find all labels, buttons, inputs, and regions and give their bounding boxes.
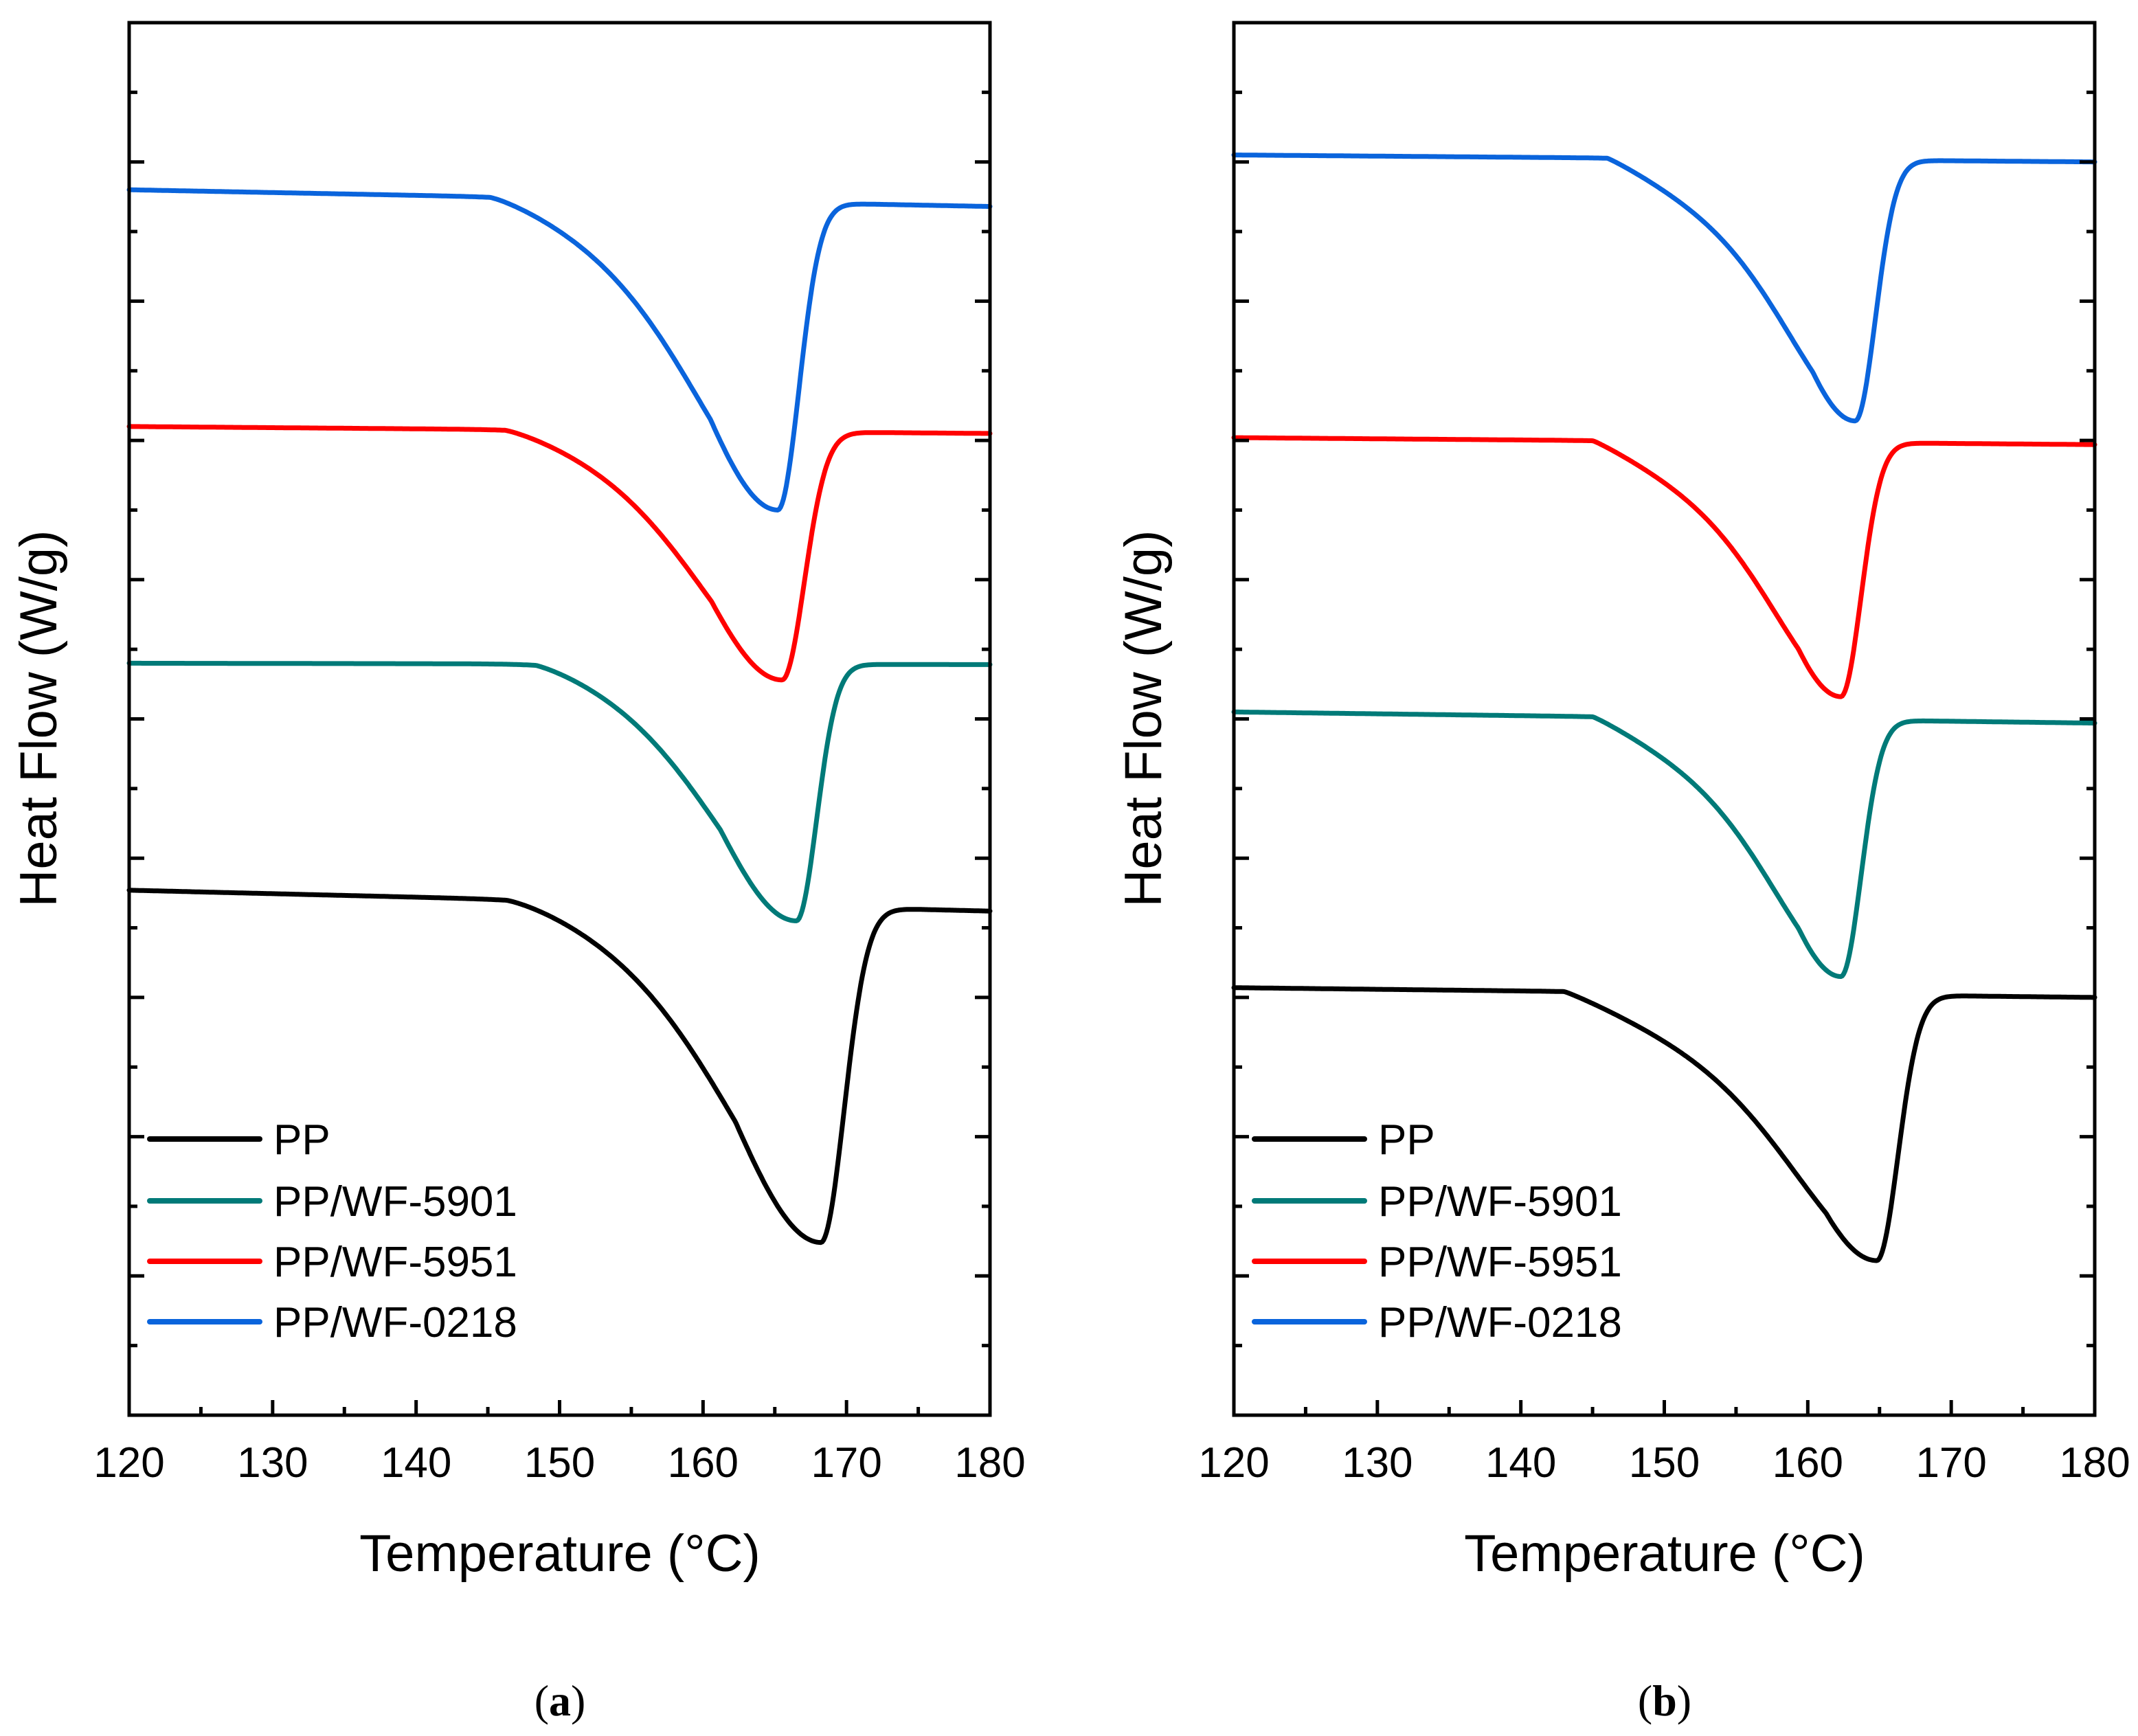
- panel-a-series-pp-wf-5901: [126, 660, 993, 923]
- panel-b-x-tick-label: 150: [1629, 1439, 1700, 1487]
- svg-text:(a): (a): [534, 1676, 586, 1725]
- panel-b: 120 130 140 150 160 170 180 Temperature (°C) H…: [1114, 21, 2130, 1725]
- panel-a-y-axis-title: Heat Flow (W/g): [10, 530, 68, 908]
- panel-a-series-pp-wf-0218: [126, 187, 993, 512]
- panel-a-x-tick-label: 140: [381, 1439, 451, 1487]
- panel-a-caption-letter: a: [549, 1676, 571, 1725]
- panel-b-x-tick-label: 180: [2059, 1439, 2130, 1487]
- panel-a-x-tick-label: 170: [811, 1439, 881, 1487]
- svg-text:(b): (b): [1638, 1676, 1691, 1725]
- panel-b-series-pp: [1231, 985, 2097, 1263]
- panel-b-legend-label-pp-wf-0218: PP/WF-0218: [1378, 1299, 1622, 1346]
- panel-b-y-axis-title: Heat Flow (W/g): [1114, 530, 1173, 908]
- panel-b-x-tick-label: 130: [1342, 1439, 1413, 1487]
- panel-a-legend-label-pp: PP: [273, 1116, 330, 1164]
- panel-a-ticks: [127, 90, 992, 1415]
- panel-b-legend: PP PP/WF-5901 PP/WF-5951 PP/WF-0218: [1252, 1116, 1622, 1346]
- panel-a-x-tick-label: 130: [237, 1439, 308, 1487]
- panel-b-plot-frame: [1232, 21, 2097, 1417]
- panel-a: 120 130 140 150 160 170 180 Temperature (°C) H…: [10, 21, 1026, 1725]
- panel-b-series-pp-wf-5951: [1231, 435, 2097, 699]
- panel-b-caption: (b): [1638, 1676, 1691, 1725]
- panel-a-x-tick-label: 160: [668, 1439, 739, 1487]
- panel-a-x-tick-labels: 120 130 140 150 160 170 180: [93, 1439, 1025, 1487]
- panel-b-ticks: [1232, 90, 2097, 1415]
- panel-a-x-tick-label: 180: [954, 1439, 1025, 1487]
- panel-b-caption-letter: b: [1652, 1676, 1677, 1725]
- panel-b-x-tick-label: 170: [1915, 1439, 1986, 1487]
- panel-a-legend-label-pp-wf-0218: PP/WF-0218: [273, 1299, 517, 1346]
- panel-a-legend-label-pp-wf-5951: PP/WF-5951: [273, 1239, 517, 1286]
- panel-a-curves: [126, 187, 993, 1245]
- panel-a-series-pp: [126, 888, 993, 1245]
- panel-b-x-axis-title: Temperature (°C): [1464, 1524, 1865, 1583]
- panel-b-legend-label-pp-wf-5951: PP/WF-5951: [1378, 1239, 1622, 1286]
- panel-b-x-tick-labels: 120 130 140 150 160 170 180: [1198, 1439, 2130, 1487]
- panel-a-x-tick-label: 150: [524, 1439, 595, 1487]
- panel-b-legend-label-pp: PP: [1378, 1116, 1435, 1164]
- panel-b-curves: [1231, 153, 2097, 1263]
- panel-b-x-tick-label: 120: [1198, 1439, 1269, 1487]
- panel-a-caption: (a): [534, 1676, 586, 1725]
- panel-a-series-pp-wf-5951: [126, 424, 993, 683]
- panel-a-x-tick-label: 120: [93, 1439, 164, 1487]
- panel-b-x-tick-label: 140: [1485, 1439, 1556, 1487]
- panel-a-legend: PP PP/WF-5901 PP/WF-5951 PP/WF-0218: [147, 1116, 517, 1346]
- panel-a-x-axis-title: Temperature (°C): [359, 1524, 761, 1583]
- panel-b-x-tick-label: 160: [1773, 1439, 1843, 1487]
- panel-b-series-pp-wf-5901: [1231, 709, 2097, 979]
- panel-b-legend-label-pp-wf-5901: PP/WF-5901: [1378, 1178, 1622, 1226]
- panel-b-series-pp-wf-0218: [1231, 153, 2097, 424]
- panel-a-legend-label-pp-wf-5901: PP/WF-5901: [273, 1178, 517, 1226]
